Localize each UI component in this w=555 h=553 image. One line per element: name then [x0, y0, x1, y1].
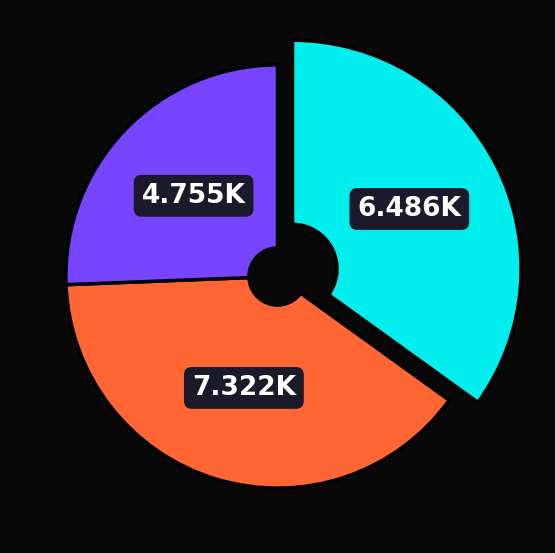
Circle shape — [248, 247, 307, 306]
Wedge shape — [66, 65, 278, 285]
Text: 7.322K: 7.322K — [192, 375, 296, 401]
Wedge shape — [66, 278, 449, 488]
Wedge shape — [292, 40, 521, 403]
Text: 6.486K: 6.486K — [357, 196, 461, 222]
Text: 4.755K: 4.755K — [142, 183, 245, 209]
